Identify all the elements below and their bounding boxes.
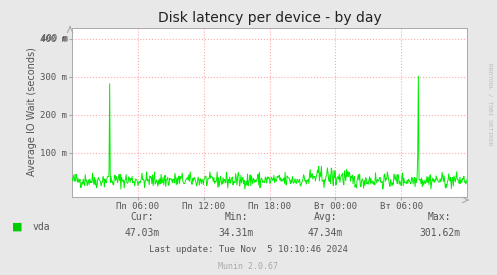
Text: 34.31m: 34.31m bbox=[219, 229, 253, 238]
Text: RRDTOOL / TOBI OETIKER: RRDTOOL / TOBI OETIKER bbox=[487, 63, 492, 146]
Text: ■: ■ bbox=[12, 222, 23, 232]
Text: Min:: Min: bbox=[224, 212, 248, 222]
Text: 47.34m: 47.34m bbox=[308, 229, 343, 238]
Text: Avg:: Avg: bbox=[314, 212, 337, 222]
Text: Munin 2.0.67: Munin 2.0.67 bbox=[219, 262, 278, 271]
Title: Disk latency per device - by day: Disk latency per device - by day bbox=[158, 11, 382, 25]
Y-axis label: Average IO Wait (seconds): Average IO Wait (seconds) bbox=[27, 48, 37, 177]
Text: Max:: Max: bbox=[428, 212, 452, 222]
Text: 400 m: 400 m bbox=[41, 34, 68, 43]
Text: vda: vda bbox=[32, 222, 50, 232]
Text: Last update: Tue Nov  5 10:10:46 2024: Last update: Tue Nov 5 10:10:46 2024 bbox=[149, 246, 348, 254]
Text: 47.03m: 47.03m bbox=[124, 229, 159, 238]
Text: 301.62m: 301.62m bbox=[419, 229, 460, 238]
Text: Cur:: Cur: bbox=[130, 212, 154, 222]
